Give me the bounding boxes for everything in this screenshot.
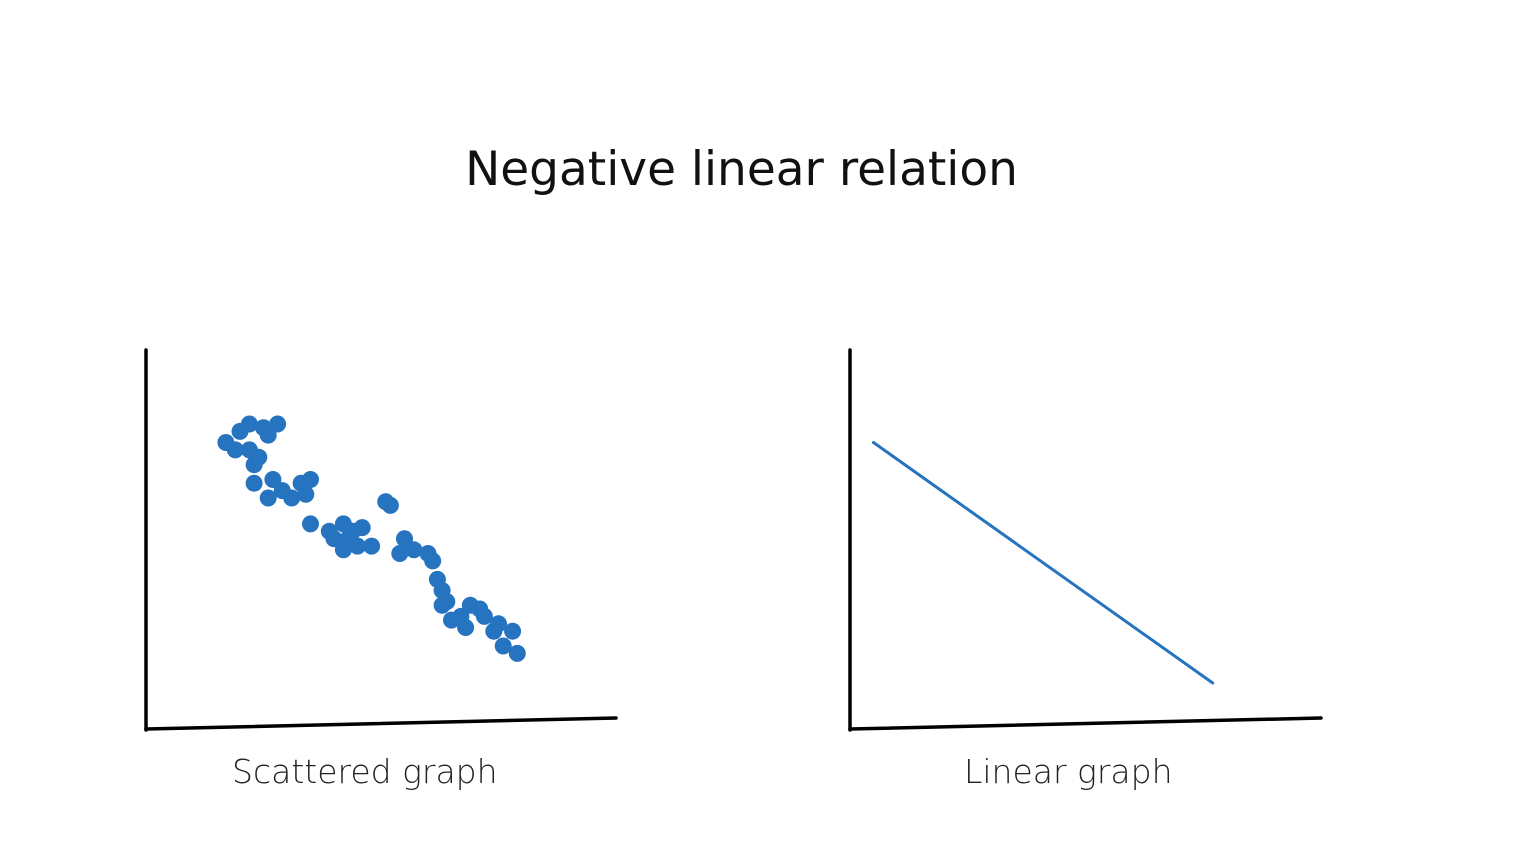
- scatter-chart: [144, 348, 618, 732]
- scatter-point: [264, 471, 282, 488]
- scatter-point: [245, 474, 263, 492]
- scatter-point: [508, 644, 526, 662]
- scatter-point: [490, 615, 507, 633]
- scatter-point: [457, 619, 475, 636]
- scatter-point: [396, 530, 413, 548]
- scatter-point: [283, 489, 301, 507]
- scatter-point: [424, 552, 442, 570]
- scatter-point: [325, 530, 343, 548]
- line-chart: [848, 348, 1323, 732]
- page-title: Negative linear relation: [465, 142, 1018, 197]
- scatter-point: [353, 519, 371, 537]
- scatter-point: [240, 415, 258, 433]
- scatter-point: [259, 489, 277, 507]
- line-chart-caption: Linear graph: [964, 752, 1173, 791]
- scatter-point: [381, 496, 399, 514]
- scatter-point: [269, 415, 287, 433]
- scatter-points: [217, 415, 526, 662]
- scatter-point: [475, 607, 493, 625]
- scatter-point: [363, 537, 381, 555]
- scatter-point: [405, 541, 423, 559]
- scatter-point: [504, 622, 522, 640]
- scatter-point: [297, 485, 315, 503]
- scatter-point: [494, 637, 512, 655]
- scatter-chart-caption: Scattered graph: [232, 752, 498, 791]
- scatter-point: [302, 515, 319, 533]
- line-series-group: [872, 441, 1215, 685]
- line-series: [872, 441, 1215, 685]
- scatter-point: [259, 426, 277, 444]
- scatter-point: [302, 471, 319, 488]
- scatter-x-axis: [144, 716, 618, 731]
- scatter-point: [226, 441, 244, 459]
- scatter-point: [349, 537, 366, 555]
- scatter-point: [391, 545, 409, 562]
- line-x-axis: [848, 716, 1323, 731]
- scatter-point: [250, 448, 268, 466]
- scatter-point: [438, 593, 456, 611]
